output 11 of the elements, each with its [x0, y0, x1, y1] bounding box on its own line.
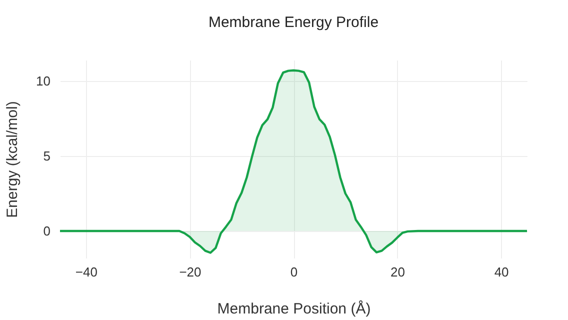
y-axis-title: Energy (kcal/mol) — [4, 101, 22, 218]
y-tick-label: 10 — [36, 74, 50, 88]
y-tick-label: 5 — [43, 148, 50, 164]
x-tick-label: 0 — [290, 264, 298, 280]
x-tick-label: −20 — [179, 264, 202, 280]
x-tick-label: −40 — [75, 264, 98, 280]
x-tick-label: 20 — [390, 264, 406, 280]
y-tick-label: 0 — [43, 224, 50, 238]
x-tick-label: 40 — [494, 264, 509, 280]
x-axis-title: Membrane Position (Å) — [217, 300, 371, 318]
chart-title: Membrane Energy Profile — [208, 14, 379, 31]
